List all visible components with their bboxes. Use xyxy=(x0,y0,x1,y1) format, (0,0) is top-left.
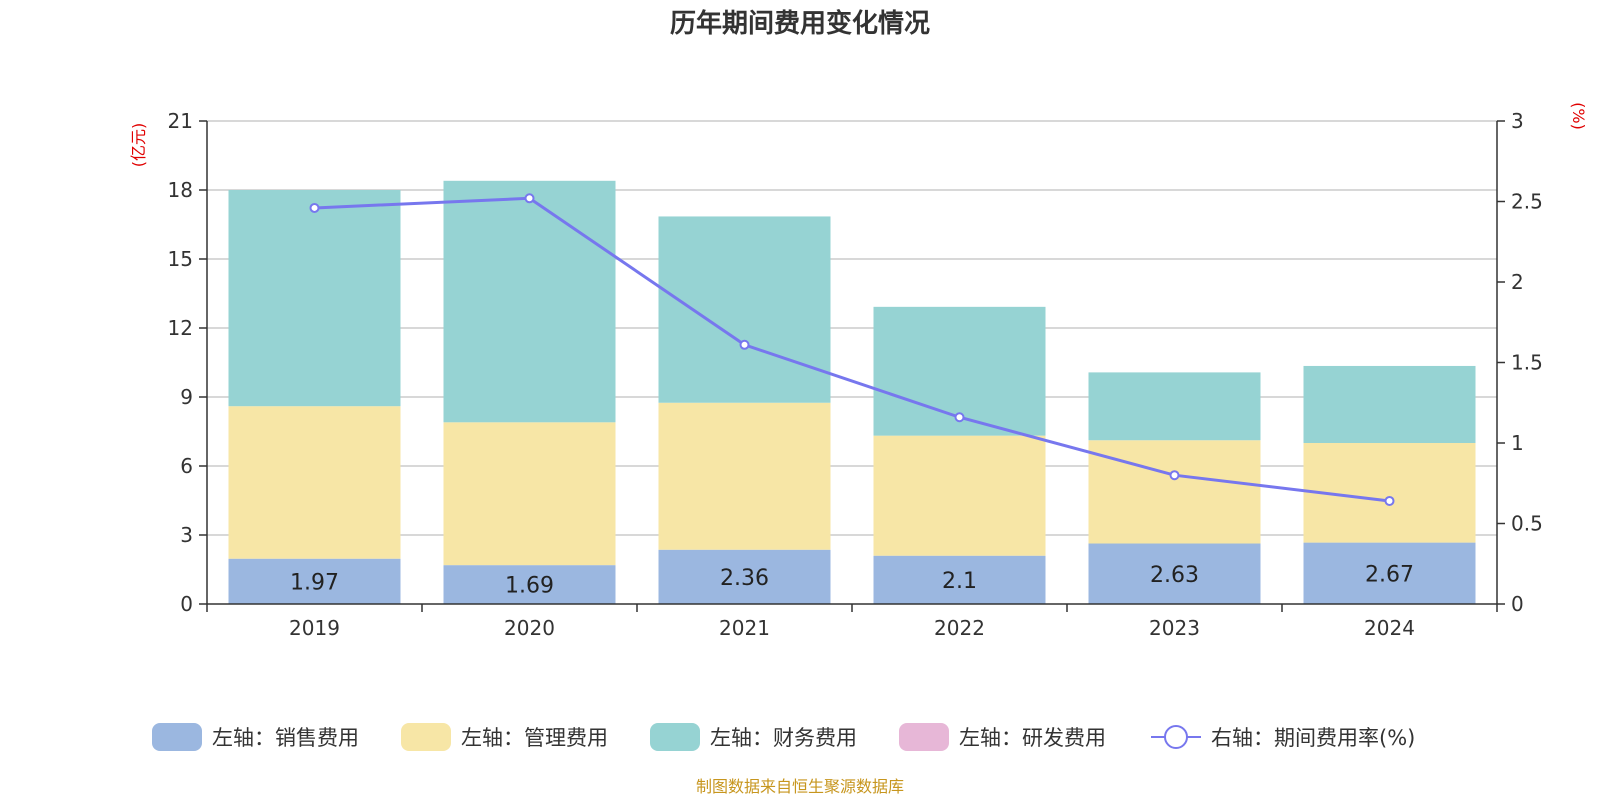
axes: 0 3 6 9 12 15 18 21 0 0.5 1 1.5 2 2.5 3 2019 2020 2021 202… xyxy=(168,109,1543,640)
right-tick-label: 1 xyxy=(1511,431,1524,455)
bar-admin-2022 xyxy=(873,435,1046,556)
legend-swatch-sales xyxy=(152,723,202,751)
legend-label: 左轴：研发费用 xyxy=(959,726,1106,750)
rate-point xyxy=(524,193,535,204)
grid-lines xyxy=(207,120,1497,536)
bar-value-label: 1.69 xyxy=(505,574,554,599)
bar-value-label: 2.1 xyxy=(942,569,977,594)
bar-sales-2020 xyxy=(443,565,616,604)
left-tick-label: 18 xyxy=(168,178,193,202)
bar-admin-2021 xyxy=(658,402,831,550)
bar-sales-2022 xyxy=(873,555,1046,604)
right-axis-unit: (%) xyxy=(1569,102,1588,130)
left-tick-label: 3 xyxy=(180,523,193,547)
right-tick-label: 2 xyxy=(1511,270,1524,294)
legend-label: 左轴：管理费用 xyxy=(461,726,608,750)
data-labels: 1.97 1.69 2.36 2.1 2.63 2.67 xyxy=(290,562,1414,598)
legend-label: 右轴：期间费用率(%) xyxy=(1211,726,1415,750)
rate-point xyxy=(954,412,965,423)
bar-finance-2024 xyxy=(1303,365,1476,443)
chart-title: 历年期间费用变化情况 xyxy=(670,8,930,39)
left-axis-unit: (亿元) xyxy=(129,123,148,168)
rate-line xyxy=(314,196,1390,503)
x-tick-label: 2023 xyxy=(1149,616,1200,640)
legend-point-icon xyxy=(1164,725,1188,749)
legend-swatch-admin xyxy=(401,723,451,751)
left-tick-label: 9 xyxy=(180,385,193,409)
x-tick-label: 2022 xyxy=(934,616,985,640)
bar-admin-2020 xyxy=(443,422,616,566)
right-tick-label: 2.5 xyxy=(1511,190,1543,214)
bar-series xyxy=(228,180,1476,604)
rate-point xyxy=(1384,495,1395,506)
legend-label: 左轴：销售费用 xyxy=(212,726,359,750)
bar-admin-2023 xyxy=(1088,440,1261,544)
x-tick-label: 2019 xyxy=(289,616,340,640)
rate-line-series xyxy=(309,193,1395,506)
bar-value-label: 2.67 xyxy=(1365,562,1414,587)
bar-sales-2019 xyxy=(228,558,401,604)
source-note: 制图数据来自恒生聚源数据库 xyxy=(696,777,904,796)
legend: 左轴：销售费用 左轴：管理费用 左轴：财务费用 左轴：研发费用 右轴：期间费用率(%) xyxy=(152,723,1415,751)
rate-point xyxy=(309,202,320,213)
bar-sales-2023 xyxy=(1088,543,1261,604)
bar-value-label: 1.97 xyxy=(290,570,339,595)
x-tick-label: 2024 xyxy=(1364,616,1415,640)
right-tick-label: 0.5 xyxy=(1511,512,1543,536)
bar-finance-2019 xyxy=(228,190,401,407)
legend-swatch-finance xyxy=(650,723,700,751)
left-tick-label: 6 xyxy=(180,454,193,478)
x-tick-label: 2020 xyxy=(504,616,555,640)
rate-point xyxy=(739,339,750,350)
rate-point xyxy=(1169,470,1180,481)
bar-admin-2019 xyxy=(228,406,401,559)
bar-sales-2024 xyxy=(1303,542,1476,604)
x-tick-label: 2021 xyxy=(719,616,770,640)
left-tick-label: 21 xyxy=(168,109,193,133)
left-tick-label: 15 xyxy=(168,247,193,271)
bar-value-label: 2.36 xyxy=(720,566,769,591)
legend-swatch-rd xyxy=(899,723,949,751)
left-tick-label: 12 xyxy=(168,316,193,340)
bar-finance-2020 xyxy=(443,180,616,423)
bar-value-label: 2.63 xyxy=(1150,563,1199,588)
bar-finance-2023 xyxy=(1088,372,1261,441)
right-tick-label: 3 xyxy=(1511,109,1524,133)
legend-label: 左轴：财务费用 xyxy=(710,726,857,750)
right-tick-label: 0 xyxy=(1511,592,1524,616)
left-tick-label: 0 xyxy=(180,592,193,616)
right-tick-label: 1.5 xyxy=(1511,351,1543,375)
bar-finance-2021 xyxy=(658,216,831,403)
bar-sales-2021 xyxy=(658,549,831,604)
